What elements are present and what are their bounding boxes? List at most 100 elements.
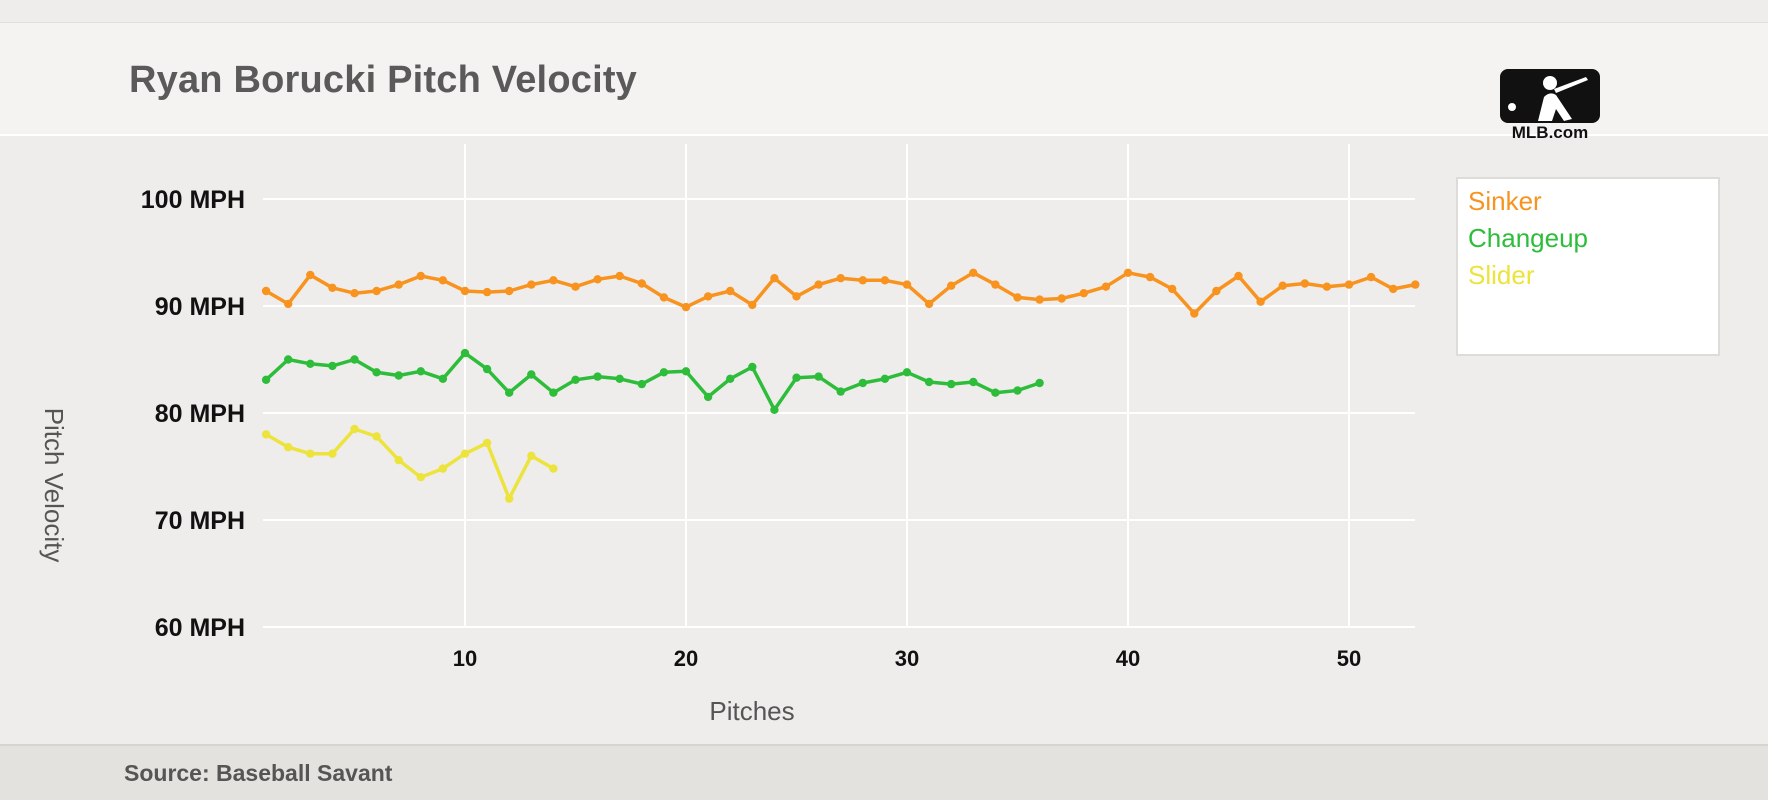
data-point[interactable]: [460, 449, 470, 458]
data-point[interactable]: [394, 280, 403, 289]
legend-item-slider[interactable]: Slider: [1468, 260, 1535, 290]
data-point[interactable]: [1322, 282, 1332, 291]
data-point[interactable]: [659, 368, 669, 377]
data-point[interactable]: [482, 438, 492, 448]
data-point[interactable]: [1123, 268, 1133, 277]
data-point[interactable]: [615, 374, 624, 383]
data-point[interactable]: [792, 373, 801, 382]
data-point[interactable]: [527, 370, 536, 379]
data-point[interactable]: [991, 388, 1000, 397]
data-point[interactable]: [527, 451, 536, 460]
data-point[interactable]: [1256, 297, 1265, 306]
data-point[interactable]: [1168, 284, 1177, 294]
data-point[interactable]: [969, 377, 978, 387]
data-point[interactable]: [372, 286, 381, 296]
legend-item-sinker[interactable]: Sinker: [1468, 186, 1542, 216]
data-point[interactable]: [858, 378, 867, 388]
data-point[interactable]: [770, 405, 779, 414]
data-point[interactable]: [1234, 271, 1243, 281]
data-point[interactable]: [814, 372, 823, 381]
data-point[interactable]: [1145, 272, 1155, 282]
data-point[interactable]: [1057, 294, 1066, 303]
data-point[interactable]: [726, 286, 735, 296]
data-point[interactable]: [1101, 282, 1111, 291]
data-point[interactable]: [350, 289, 359, 298]
data-point[interactable]: [880, 276, 890, 285]
data-point[interactable]: [328, 449, 337, 458]
data-point[interactable]: [1079, 289, 1089, 298]
data-point[interactable]: [350, 355, 359, 364]
data-point[interactable]: [482, 287, 492, 297]
legend-item-changeup[interactable]: Changeup: [1468, 223, 1588, 253]
data-point[interactable]: [924, 299, 934, 309]
data-point[interactable]: [1035, 295, 1044, 304]
data-point[interactable]: [748, 300, 757, 310]
data-point[interactable]: [505, 388, 514, 397]
data-point[interactable]: [593, 372, 602, 381]
data-point[interactable]: [549, 276, 558, 285]
data-point[interactable]: [836, 274, 845, 283]
data-point[interactable]: [969, 268, 978, 277]
data-point[interactable]: [394, 455, 403, 465]
data-point[interactable]: [1411, 280, 1420, 289]
data-point[interactable]: [1300, 279, 1310, 288]
data-point[interactable]: [328, 283, 337, 292]
data-point[interactable]: [836, 387, 845, 396]
data-point[interactable]: [748, 362, 757, 372]
data-point[interactable]: [1013, 386, 1022, 395]
data-point[interactable]: [681, 367, 691, 376]
data-point[interactable]: [261, 286, 271, 296]
data-point[interactable]: [1344, 280, 1354, 289]
data-point[interactable]: [637, 279, 646, 288]
data-point[interactable]: [505, 494, 514, 503]
data-point[interactable]: [372, 432, 381, 441]
data-point[interactable]: [1013, 293, 1022, 302]
data-point[interactable]: [306, 270, 315, 280]
data-point[interactable]: [416, 367, 425, 376]
data-point[interactable]: [394, 371, 403, 380]
data-point[interactable]: [261, 430, 271, 439]
data-point[interactable]: [880, 374, 890, 383]
data-point[interactable]: [416, 271, 425, 281]
data-point[interactable]: [438, 374, 448, 383]
data-point[interactable]: [482, 364, 492, 374]
data-point[interactable]: [637, 379, 646, 389]
data-point[interactable]: [549, 464, 558, 473]
data-point[interactable]: [991, 280, 1000, 289]
data-point[interactable]: [438, 464, 448, 473]
data-point[interactable]: [306, 359, 315, 368]
data-point[interactable]: [1212, 286, 1221, 296]
data-point[interactable]: [947, 281, 956, 290]
data-point[interactable]: [438, 276, 448, 285]
data-point[interactable]: [947, 379, 956, 389]
data-point[interactable]: [460, 348, 470, 358]
data-point[interactable]: [770, 274, 779, 283]
data-point[interactable]: [1035, 378, 1044, 388]
data-point[interactable]: [902, 280, 912, 289]
data-point[interactable]: [593, 275, 602, 284]
data-point[interactable]: [306, 449, 315, 458]
data-point[interactable]: [261, 375, 271, 384]
data-point[interactable]: [527, 280, 536, 289]
data-point[interactable]: [1190, 309, 1199, 318]
data-point[interactable]: [571, 375, 580, 384]
data-point[interactable]: [416, 473, 425, 482]
data-point[interactable]: [1278, 281, 1287, 290]
data-point[interactable]: [460, 286, 470, 296]
data-point[interactable]: [284, 443, 293, 452]
data-point[interactable]: [549, 388, 558, 397]
data-point[interactable]: [505, 286, 514, 296]
data-point[interactable]: [571, 282, 580, 291]
data-point[interactable]: [1389, 284, 1398, 294]
data-point[interactable]: [792, 292, 801, 301]
data-point[interactable]: [703, 392, 713, 402]
data-point[interactable]: [284, 355, 293, 364]
data-point[interactable]: [726, 374, 735, 383]
data-point[interactable]: [659, 293, 669, 302]
data-point[interactable]: [924, 377, 934, 387]
data-point[interactable]: [858, 276, 867, 285]
data-point[interactable]: [902, 368, 912, 377]
data-point[interactable]: [681, 302, 691, 312]
data-point[interactable]: [284, 299, 293, 309]
data-point[interactable]: [703, 292, 713, 301]
